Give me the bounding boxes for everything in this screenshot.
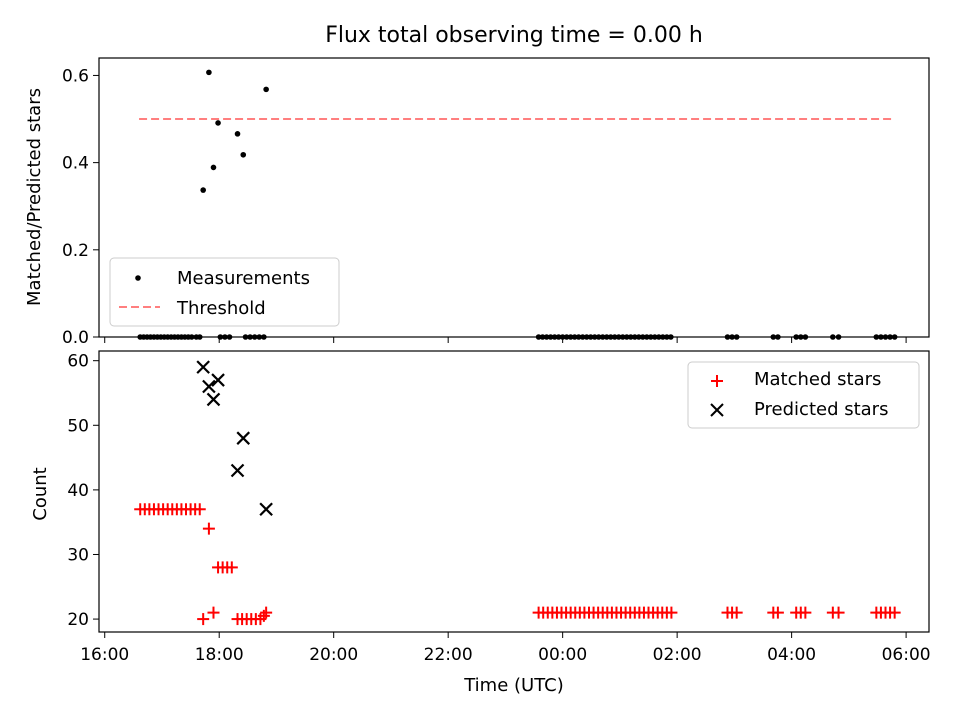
top-y-tick-label: 0.0 [62,328,89,348]
measurement-point [206,69,212,76]
matched-star-point [888,606,901,619]
bottom-y-tick-label: 50 [67,416,89,436]
legend-measurements-label: Measurements [177,268,310,289]
predicted-star-point [202,379,216,394]
bottom-plot-area [134,360,901,626]
bottom-x-tick-label: 06:00 [882,645,931,665]
measurement-point [215,120,221,126]
matched-star-point [193,503,206,516]
bottom-legend: Matched stars Predicted stars [687,361,920,429]
matched-star-point [207,606,220,619]
legend-matched-label: Matched stars [754,369,881,390]
bottom-y-tick-label: 40 [67,481,89,501]
legend-predicted-label: Predicted stars [754,399,888,420]
bottom-x-tick-label: 04:00 [767,645,816,665]
matched-star-point [730,606,743,619]
top-y-tick-label: 0.6 [62,66,89,86]
matched-star-point [225,561,238,574]
predicted-star-point [196,360,210,374]
top-y-tick-label: 0.4 [62,154,89,174]
bottom-y-tick-label: 30 [67,545,89,565]
legend-matched-marker [711,375,723,387]
matched-star-point [197,613,210,626]
figure-title: Flux total observing time = 0.00 h [325,23,703,48]
measurement-point [240,151,247,158]
matched-star-point [665,606,678,619]
top-y-axis-label: Matched/Predicted stars [24,88,45,306]
bottom-x-ticks: 16:00 18:00 20:00 22:00 00:00 02:00 04:00 06:00 [80,632,931,665]
predicted-star-point [236,431,251,445]
measurement-point [210,164,217,171]
bottom-x-tick-label: 18:00 [195,645,244,665]
bottom-x-tick-label: 00:00 [538,645,587,665]
legend-predicted-marker [710,403,724,417]
bottom-y-tick-label: 60 [67,352,89,372]
legend-measurements-marker [135,275,141,281]
bottom-x-tick-label: 16:00 [80,645,129,665]
matched-star-point [832,606,845,619]
predicted-star-point [211,373,225,387]
matched-star-point [799,606,812,619]
bottom-legend-box [687,361,920,429]
top-y-ticks: 0.0 0.2 0.4 0.6 [62,66,99,348]
bottom-x-tick-label: 22:00 [424,645,473,665]
bottom-y-tick-label: 20 [67,610,89,630]
matched-star-point [771,606,784,619]
matched-star-point [260,606,273,619]
bottom-x-tick-label: 20:00 [309,645,358,665]
top-axes-frame [98,57,930,338]
bottom-x-tick-label: 02:00 [653,645,702,665]
bottom-panel: 20 30 40 50 60 16:00 18:00 20:00 22:00 00:00 02:0… [30,350,931,696]
predicted-star-point [230,463,245,478]
top-legend: Measurements Threshold [109,257,340,327]
top-x-ticks [104,337,907,343]
bottom-y-axis-label: Count [30,467,51,520]
measurement-point [200,187,206,193]
bottom-axes-frame [98,350,930,633]
predicted-star-point [206,392,221,407]
measurement-point [234,131,241,137]
top-panel: 0.0 0.2 0.4 0.6 Matched/Predicted stars Mea… [24,57,930,348]
legend-threshold-label: Threshold [176,298,266,319]
bottom-y-ticks: 20 30 40 50 60 [67,352,99,630]
measurement-point [263,86,269,93]
matched-star-point [202,522,215,535]
predicted-star-point [259,502,273,517]
bottom-x-axis-label: Time (UTC) [463,675,564,696]
top-legend-box [109,257,340,327]
top-y-tick-label: 0.2 [62,241,89,261]
